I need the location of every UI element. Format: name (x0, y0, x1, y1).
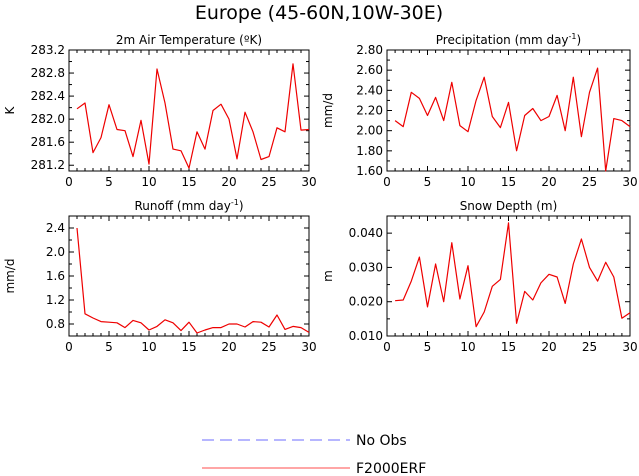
air-temperature-ytick-label: 281.2 (31, 158, 65, 172)
panel-precipitation: 0 5 10 15 20 25 30 1.60 1.80 2.00 2.20 2.40 2.60 2.80… (321, 32, 638, 189)
air-temperature-title: 2m Air Temperature (ºK) (116, 33, 262, 47)
legend: No Obs F2000ERF (202, 433, 426, 476)
snow-depth-xtick-label: 25 (582, 340, 597, 354)
precipitation-xtick-label: 10 (460, 175, 475, 189)
precipitation-xtick-label: 0 (383, 175, 391, 189)
panel-air-temperature: 0 5 10 15 20 25 30 281.2 281.6 282.0 282.4 282.8 283… (3, 33, 317, 189)
runoff-ytick-label: 1.2 (46, 293, 65, 307)
snow-depth-xtick-label: 15 (501, 340, 516, 354)
precipitation-frame (386, 49, 631, 172)
panel-runoff: 0 5 10 15 20 25 30 0.8 1.2 1.6 2.0 2.4 mm/d Runoff (m… (3, 198, 317, 354)
panel-snow-depth: 0 5 10 15 20 25 30 0.010 0.020 0.030 0.040 m Snow De… (321, 199, 638, 354)
precipitation-ytick-label: 1.60 (356, 164, 383, 178)
air-temperature-xtick-label: 20 (221, 175, 236, 189)
runoff-ytick-label: 2.4 (46, 221, 65, 235)
air-temperature-ytick-label: 281.6 (31, 135, 65, 149)
precipitation-ytick-label: 2.20 (356, 104, 383, 118)
air-temperature-ytick-label: 282.4 (31, 89, 65, 103)
precipitation-xtick-label: 15 (501, 175, 516, 189)
runoff-xtick-label: 5 (105, 340, 113, 354)
precipitation-xtick-label: 20 (541, 175, 556, 189)
precipitation-ytick-label: 1.80 (356, 144, 383, 158)
air-temperature-xtick-label: 10 (141, 175, 156, 189)
snow-depth-xtick-label: 10 (460, 340, 475, 354)
snow-depth-xtick-label: 0 (383, 340, 391, 354)
precipitation-ytick-label: 2.00 (356, 124, 383, 138)
runoff-series-line (76, 227, 310, 334)
runoff-xtick-label: 20 (221, 340, 236, 354)
precipitation-series-line (394, 67, 631, 172)
runoff-ytick-label: 2.0 (46, 245, 65, 259)
snow-depth-frame (386, 215, 631, 337)
runoff-xtick-label: 25 (261, 340, 276, 354)
air-temperature-xtick-label: 5 (105, 175, 113, 189)
air-temperature-xtick-label: 0 (65, 175, 73, 189)
runoff-title: Runoff (mm day-1) (134, 198, 243, 213)
air-temperature-frame (68, 49, 310, 172)
snow-depth-ytick-label: 0.020 (349, 295, 383, 309)
precipitation-ytick-label: 2.40 (356, 83, 383, 97)
air-temperature-xtick-label: 25 (261, 175, 276, 189)
air-temperature-ytick-label: 282.8 (31, 66, 65, 80)
precipitation-xtick-label: 30 (622, 175, 637, 189)
precipitation-ytick-label: 2.60 (356, 63, 383, 77)
legend-label-f2000erf: F2000ERF (356, 461, 426, 476)
snow-depth-ytick-label: 0.040 (349, 226, 383, 240)
runoff-xtick-label: 10 (141, 340, 156, 354)
precipitation-title: Precipitation (mm day-1) (436, 32, 581, 47)
air-temperature-xtick-label: 15 (181, 175, 196, 189)
snow-depth-xtick-label: 5 (424, 340, 432, 354)
runoff-ytick-label: 0.8 (46, 317, 65, 331)
snow-depth-series-line (395, 222, 631, 328)
legend-label-no-obs: No Obs (356, 433, 407, 449)
air-temperature-ytick-label: 282.0 (31, 112, 65, 126)
runoff-ytick-label: 1.6 (46, 269, 65, 283)
runoff-xtick-label: 30 (301, 340, 316, 354)
runoff-ylabel: mm/d (3, 258, 17, 293)
precipitation-xtick-label: 25 (582, 175, 597, 189)
air-temperature-xtick-label: 30 (301, 175, 316, 189)
figure-title: Europe (45-60N,10W-30E) (195, 2, 443, 24)
runoff-frame (68, 215, 310, 337)
snow-depth-xtick-label: 20 (541, 340, 556, 354)
runoff-xtick-label: 0 (65, 340, 73, 354)
air-temperature-series-line (76, 63, 310, 169)
snow-depth-ytick-label: 0.030 (349, 260, 383, 274)
snow-depth-ytick-label: 0.010 (349, 329, 383, 343)
snow-depth-title: Snow Depth (m) (460, 199, 558, 213)
air-temperature-ytick-label: 283.2 (31, 43, 65, 57)
precipitation-xtick-label: 5 (424, 175, 432, 189)
precipitation-ylabel: mm/d (321, 93, 335, 128)
precipitation-ytick-label: 2.80 (356, 43, 383, 57)
snow-depth-ylabel: m (321, 270, 335, 282)
snow-depth-xtick-label: 30 (622, 340, 637, 354)
air-temperature-ylabel: K (3, 105, 17, 114)
runoff-xtick-label: 15 (181, 340, 196, 354)
